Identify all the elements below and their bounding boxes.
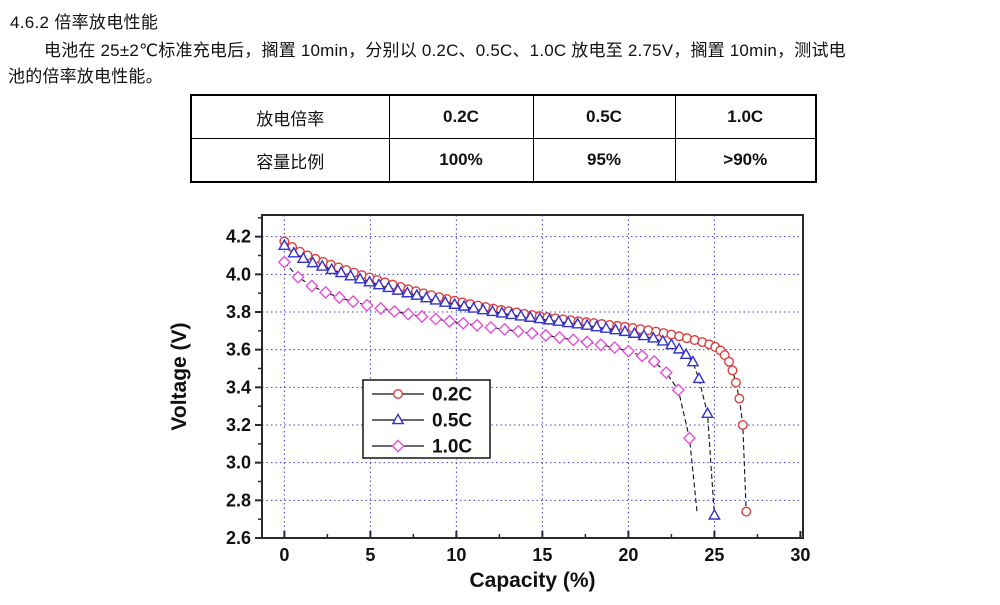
svg-text:4.0: 4.0 xyxy=(226,264,251,284)
discharge-curves-figure: 0 5 10 15 20 25 30 2.6 2.8 3.0 3.2 3.4 3.6 3.8 4.0 4.2 C… xyxy=(168,214,810,592)
axes-frame xyxy=(261,214,804,539)
table-row: 容量比例 100% 95% >90% xyxy=(190,138,817,183)
table-cell: 95% xyxy=(532,138,676,183)
svg-text:0.2C: 0.2C xyxy=(432,385,472,406)
rate-discharge-chart: 0 5 10 15 20 25 30 2.6 2.8 3.0 3.2 3.4 3.6 3.8 4.0 4.2 C… xyxy=(150,205,850,600)
table-cell: 1.0C xyxy=(674,94,817,139)
table-cell-row-label: 容量比例 xyxy=(190,138,390,183)
axis-ticks xyxy=(255,217,802,539)
rate-capacity-table: 放电倍率 0.2C 0.5C 1.0C 容量比例 100% 95% >90% xyxy=(190,94,817,183)
svg-text:10: 10 xyxy=(446,545,466,565)
grid-lines xyxy=(262,215,803,538)
x-axis-title: Capacity (%) xyxy=(469,569,595,592)
table-cell: >90% xyxy=(674,138,817,183)
legend: 0.2C 0.5C 1.0C xyxy=(362,379,491,459)
svg-text:4.2: 4.2 xyxy=(226,227,251,247)
svg-text:3.6: 3.6 xyxy=(226,340,251,360)
svg-text:3.2: 3.2 xyxy=(226,415,251,435)
table-cell: 0.2C xyxy=(388,94,534,139)
svg-text:2.8: 2.8 xyxy=(226,490,251,510)
svg-text:30: 30 xyxy=(790,545,810,565)
table-cell-row-label: 放电倍率 xyxy=(190,94,390,139)
svg-text:15: 15 xyxy=(532,545,552,565)
series-1.0C xyxy=(277,255,698,514)
svg-text:20: 20 xyxy=(618,545,638,565)
body-text-line-1: 电池在 25±2℃标准充电后，搁置 10min，分别以 0.2C、0.5C、1.… xyxy=(44,41,846,60)
svg-text:25: 25 xyxy=(704,545,724,565)
svg-text:0: 0 xyxy=(279,545,289,565)
svg-text:3.0: 3.0 xyxy=(226,453,251,473)
series-0.5C xyxy=(277,238,721,520)
svg-text:5: 5 xyxy=(365,545,375,565)
section-heading: 4.6.2 倍率放电性能 xyxy=(10,13,159,32)
svg-text:3.8: 3.8 xyxy=(226,302,251,322)
table-cell: 100% xyxy=(388,138,534,183)
svg-text:1.0C: 1.0C xyxy=(432,437,472,458)
body-text-line-2: 池的倍率放电性能。 xyxy=(8,67,163,86)
table-cell: 0.5C xyxy=(532,94,676,139)
svg-text:2.6: 2.6 xyxy=(226,528,251,548)
svg-text:3.4: 3.4 xyxy=(226,377,251,397)
svg-text:0.5C: 0.5C xyxy=(432,411,472,432)
y-axis-title: Voltage (V) xyxy=(168,322,191,430)
table-row: 放电倍率 0.2C 0.5C 1.0C xyxy=(190,94,817,139)
tick-labels: 0 5 10 15 20 25 30 2.6 2.8 3.0 3.2 3.4 3.6 3.8 4.0 4.2 xyxy=(226,227,810,565)
